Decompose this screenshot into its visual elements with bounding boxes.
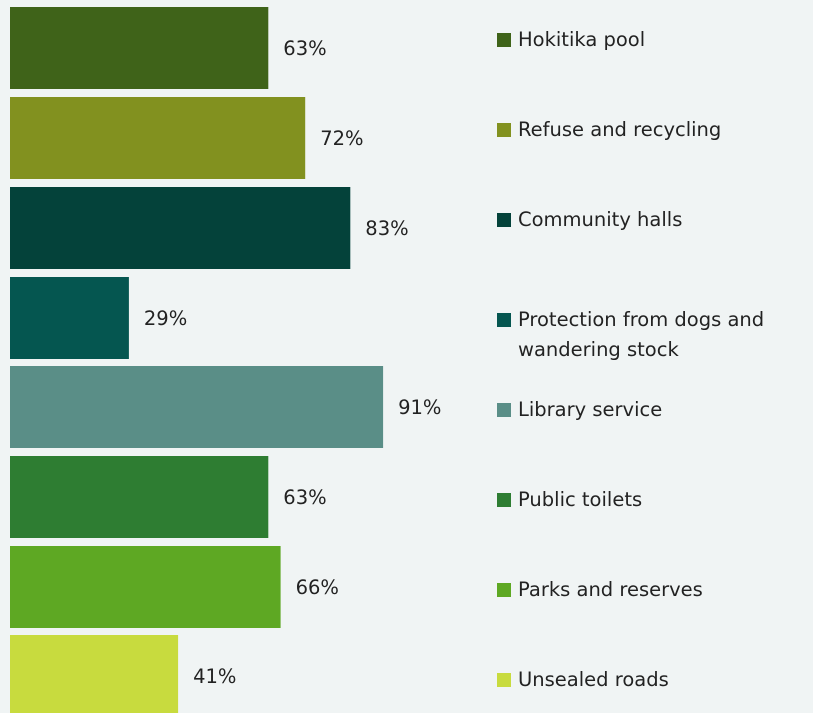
- legend-label: Hokitika pool: [518, 28, 646, 51]
- legend-item-6: Public toilets: [497, 485, 642, 515]
- legend-label: Protection from dogs and wandering stock: [518, 308, 765, 361]
- legend-swatch: [497, 583, 511, 597]
- legend-label: Public toilets: [518, 488, 643, 511]
- legend-label: Refuse and recycling: [518, 118, 722, 141]
- value-label-2: 72%: [320, 127, 363, 150]
- value-label-8: 41%: [193, 665, 236, 688]
- legend-item-5: Library service: [497, 395, 662, 425]
- bar-1: [10, 7, 269, 89]
- legend-swatch: [497, 213, 511, 227]
- bar-chart: 63% 72% 83% 29% 91% 63% 66% 41%: [10, 7, 441, 713]
- value-label-4: 29%: [144, 307, 187, 330]
- legend-swatch: [497, 313, 511, 327]
- legend-item-2: Refuse and recycling: [497, 115, 721, 145]
- legend-item-7: Parks and reserves: [497, 575, 703, 605]
- legend-swatch: [497, 673, 511, 687]
- value-label-6: 63%: [283, 486, 326, 509]
- legend-label: Library service: [518, 398, 663, 421]
- value-label-7: 66%: [296, 576, 339, 599]
- legend-item-8: Unsealed roads: [497, 665, 669, 695]
- value-label-5: 91%: [398, 396, 441, 419]
- legend-item-3: Community halls: [497, 205, 682, 235]
- legend-swatch: [497, 403, 511, 417]
- legend-swatch: [497, 493, 511, 507]
- legend-label: Parks and reserves: [518, 578, 703, 601]
- legend-swatch: [497, 33, 511, 47]
- legend-swatch: [497, 123, 511, 137]
- bar-6: [10, 456, 269, 538]
- bar-3: [10, 187, 351, 269]
- bar-5: [10, 366, 384, 448]
- value-label-1: 63%: [283, 37, 326, 60]
- bar-7: [10, 546, 281, 628]
- legend-item-1: Hokitika pool: [497, 25, 645, 55]
- bar-4: [10, 277, 129, 359]
- bar-2: [10, 97, 306, 179]
- legend-label: Unsealed roads: [518, 668, 669, 691]
- legend-label: Community halls: [518, 208, 683, 231]
- value-label-3: 83%: [365, 217, 408, 240]
- legend-item-4: Protection from dogs and wandering stock: [497, 305, 764, 365]
- bar-8: [10, 635, 179, 713]
- chart-legend: Hokitika pool Refuse and recycling Communi…: [497, 0, 813, 713]
